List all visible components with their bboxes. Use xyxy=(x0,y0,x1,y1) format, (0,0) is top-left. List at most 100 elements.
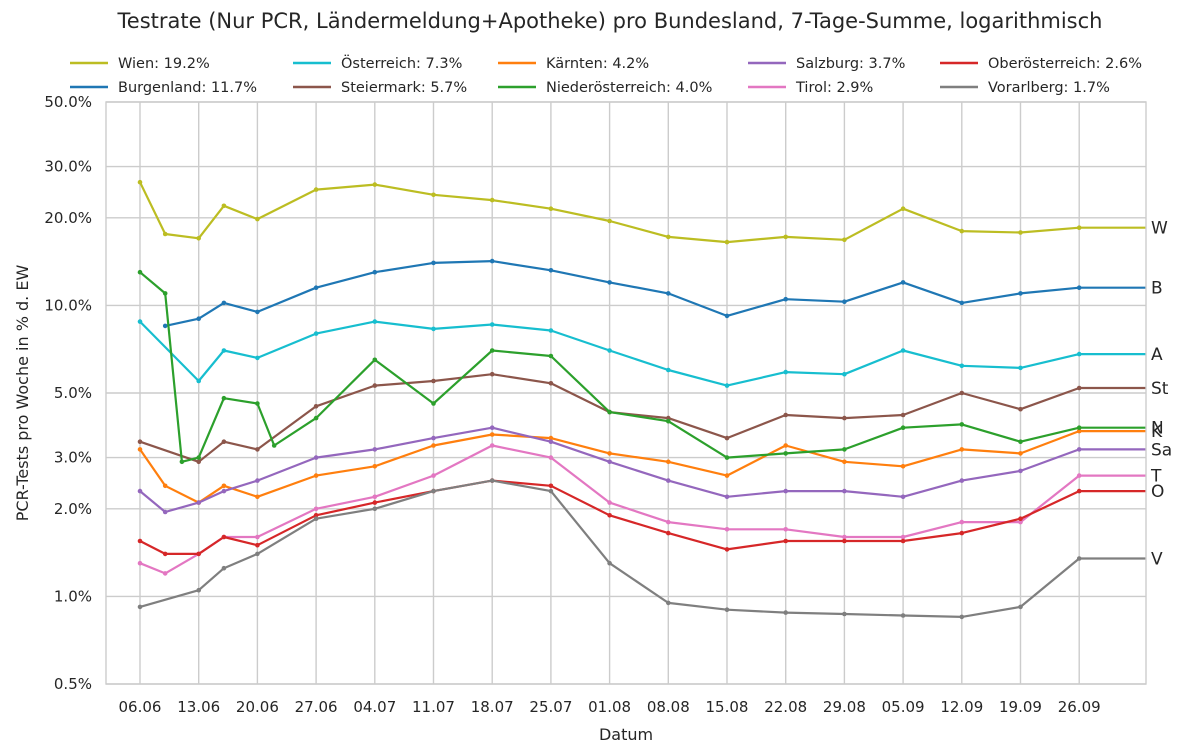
data-point xyxy=(959,519,965,525)
data-point xyxy=(255,309,260,315)
x-tick-label: 18.07 xyxy=(471,698,514,716)
data-point xyxy=(137,447,143,452)
data-point xyxy=(431,260,436,266)
data-point xyxy=(255,478,260,483)
data-point xyxy=(313,415,319,421)
data-point xyxy=(221,395,227,401)
data-point xyxy=(959,530,965,536)
data-point xyxy=(900,538,906,544)
data-point xyxy=(431,488,436,494)
data-point xyxy=(313,506,319,512)
data-point xyxy=(607,348,612,353)
data-point xyxy=(548,488,554,494)
y-axis-label: PCR-Tests pro Woche in % d. EW xyxy=(13,265,32,522)
data-point xyxy=(607,451,612,456)
data-point xyxy=(724,435,730,441)
data-point xyxy=(489,443,495,448)
data-point xyxy=(255,216,260,222)
data-point xyxy=(842,371,847,377)
data-point xyxy=(431,443,436,448)
series-end-label: V xyxy=(1151,549,1163,569)
data-point xyxy=(666,530,671,536)
x-tick-label: 20.06 xyxy=(236,698,279,716)
data-point xyxy=(137,604,143,610)
data-point xyxy=(255,542,260,548)
series-line xyxy=(164,260,1080,327)
y-tick-label: 20.0% xyxy=(44,209,92,227)
data-point xyxy=(900,348,906,353)
data-point xyxy=(196,236,201,241)
data-point xyxy=(900,280,906,285)
data-point xyxy=(313,473,319,478)
data-point xyxy=(372,506,378,512)
data-point xyxy=(372,357,378,363)
legend: Wien: 19.2% Burgenland: 11.7% Österreich: … xyxy=(70,54,1142,96)
data-point xyxy=(842,237,847,243)
legend-label: Salzburg: 3.7% xyxy=(796,56,905,72)
data-point xyxy=(548,268,554,273)
data-point xyxy=(162,323,168,329)
data-point xyxy=(842,299,847,305)
legend-label: Österreich: 7.3% xyxy=(341,54,462,72)
x-tick-label: 04.07 xyxy=(353,698,396,716)
data-point xyxy=(724,527,730,532)
data-point xyxy=(489,371,495,377)
data-point xyxy=(666,459,671,465)
data-point xyxy=(900,494,906,500)
data-point xyxy=(431,473,436,478)
data-point xyxy=(162,291,168,296)
data-point xyxy=(196,378,201,384)
data-point xyxy=(548,483,554,489)
x-tick-label: 06.06 xyxy=(119,698,162,716)
data-point xyxy=(372,500,378,505)
legend-label: Wien: 19.2% xyxy=(118,56,210,72)
data-point xyxy=(162,231,168,237)
data-point xyxy=(137,439,143,445)
data-point xyxy=(666,367,671,373)
data-point xyxy=(313,285,319,291)
data-point xyxy=(666,519,671,525)
data-point xyxy=(313,455,319,460)
x-tick-label: 15.08 xyxy=(706,698,749,716)
data-point xyxy=(137,179,143,185)
data-point xyxy=(724,494,730,500)
data-point xyxy=(548,381,554,386)
data-point xyxy=(431,401,436,406)
y-tick-label: 50.0% xyxy=(44,93,92,111)
data-point xyxy=(489,197,495,203)
data-point xyxy=(842,415,847,421)
data-point xyxy=(666,291,671,296)
data-point xyxy=(842,447,847,452)
x-axis-label: Datum xyxy=(599,725,653,744)
data-point xyxy=(1018,291,1023,296)
data-point xyxy=(607,280,612,285)
data-point xyxy=(607,409,612,415)
data-point xyxy=(842,538,847,544)
data-point xyxy=(313,404,319,409)
data-point xyxy=(431,326,436,332)
series-end-label: K xyxy=(1151,422,1163,442)
data-point xyxy=(548,353,554,359)
data-point xyxy=(372,319,378,324)
data-point xyxy=(255,494,260,500)
data-point xyxy=(196,500,201,505)
data-point xyxy=(221,348,227,353)
y-tick-label: 0.5% xyxy=(54,675,92,693)
data-point xyxy=(221,565,227,571)
data-point xyxy=(489,478,495,483)
data-point xyxy=(959,300,965,306)
data-point xyxy=(372,182,378,187)
data-point xyxy=(255,534,260,540)
data-point xyxy=(783,296,788,302)
data-point xyxy=(162,509,168,515)
data-point xyxy=(196,587,201,593)
x-tick-label: 11.07 xyxy=(412,698,455,716)
data-point xyxy=(842,488,847,494)
y-tick-label: 2.0% xyxy=(54,500,92,518)
data-point xyxy=(1018,230,1023,235)
data-point xyxy=(255,355,260,361)
data-point xyxy=(842,534,847,540)
data-point xyxy=(959,228,965,234)
data-point xyxy=(255,401,260,406)
